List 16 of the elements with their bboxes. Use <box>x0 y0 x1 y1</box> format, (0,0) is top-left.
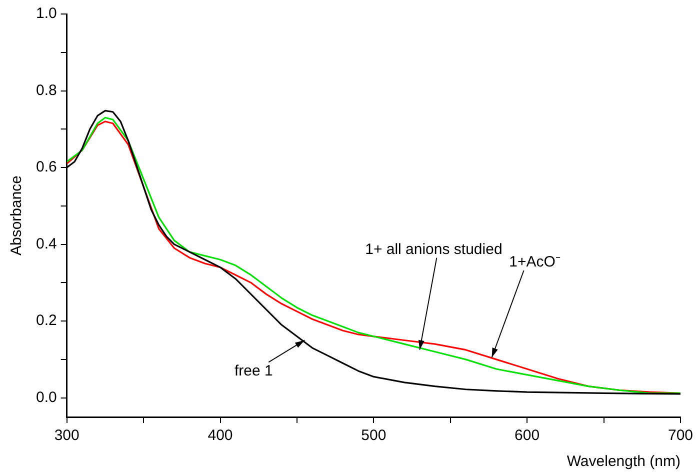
x-tick-label: 700 <box>668 427 693 444</box>
x-axis-title: Wavelength (nm) <box>566 453 680 470</box>
y-tick-label: 1.0 <box>36 5 57 22</box>
y-tick-label: 0.0 <box>36 388 57 406</box>
x-tick-label: 500 <box>361 427 386 444</box>
x-tick-label: 300 <box>54 427 80 444</box>
y-axis-title: Absorbance <box>8 175 26 256</box>
y-tick-label: 0.2 <box>36 312 57 330</box>
x-tick-label: 600 <box>514 427 540 444</box>
y-tick-label: 0.8 <box>36 82 57 99</box>
annotation: free 1 <box>234 362 273 380</box>
x-tick-label: 400 <box>208 427 233 444</box>
y-tick-label: 0.4 <box>36 235 57 252</box>
annotation: 1+AcO⁻ <box>509 254 560 271</box>
annotation: 1+ all anions studied <box>365 240 502 258</box>
y-tick-label: 0.6 <box>36 158 57 176</box>
